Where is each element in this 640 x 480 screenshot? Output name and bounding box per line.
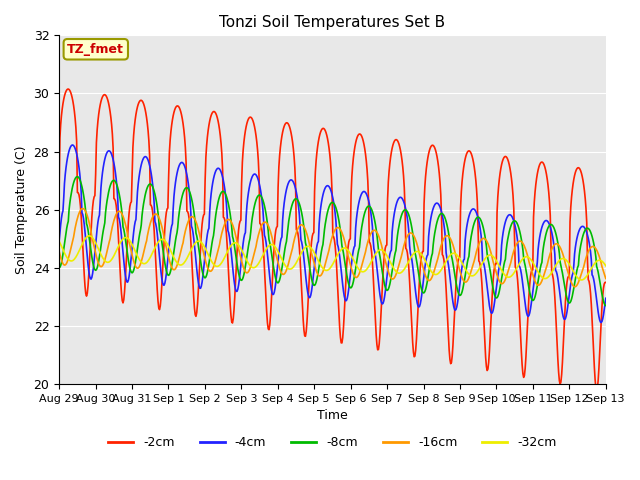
-4cm (122, 276, 130, 282)
-2cm (65, 86, 72, 92)
-32cm (65, 257, 73, 263)
-32cm (55, 238, 63, 244)
-8cm (122, 241, 130, 247)
-2cm (207, 115, 214, 120)
-16cm (122, 224, 130, 230)
-8cm (178, 196, 186, 202)
-32cm (207, 256, 214, 262)
-4cm (400, 198, 408, 204)
-16cm (571, 284, 579, 289)
-8cm (207, 251, 214, 256)
-32cm (400, 267, 408, 273)
-2cm (593, 388, 600, 394)
-2cm (122, 263, 130, 268)
-16cm (415, 252, 423, 257)
-4cm (602, 295, 609, 301)
-4cm (207, 198, 214, 204)
-4cm (597, 320, 605, 325)
Text: TZ_fmet: TZ_fmet (67, 43, 124, 56)
-32cm (602, 263, 609, 269)
-32cm (122, 235, 130, 240)
-4cm (65, 148, 73, 154)
X-axis label: Time: Time (317, 409, 348, 422)
-8cm (602, 303, 609, 309)
Line: -2cm: -2cm (59, 89, 605, 391)
-2cm (400, 173, 408, 179)
-16cm (55, 248, 63, 254)
-2cm (602, 279, 609, 285)
-8cm (415, 276, 423, 282)
-4cm (415, 303, 423, 309)
-32cm (86, 233, 93, 239)
-4cm (69, 142, 77, 148)
-8cm (65, 207, 73, 213)
Legend: -2cm, -4cm, -8cm, -16cm, -32cm: -2cm, -4cm, -8cm, -16cm, -32cm (103, 432, 562, 455)
-16cm (602, 276, 609, 281)
-16cm (178, 245, 186, 251)
Y-axis label: Soil Temperature (C): Soil Temperature (C) (15, 145, 28, 274)
-2cm (66, 87, 74, 93)
-2cm (415, 276, 423, 282)
Line: -32cm: -32cm (59, 236, 605, 280)
-2cm (55, 186, 63, 192)
Title: Tonzi Soil Temperatures Set B: Tonzi Soil Temperatures Set B (220, 15, 445, 30)
-16cm (65, 253, 73, 259)
-4cm (178, 159, 186, 165)
-16cm (207, 268, 214, 274)
-8cm (55, 265, 63, 271)
Line: -4cm: -4cm (59, 145, 605, 323)
Line: -8cm: -8cm (59, 177, 605, 306)
-2cm (178, 112, 186, 118)
-32cm (415, 250, 423, 255)
-8cm (74, 174, 81, 180)
Line: -16cm: -16cm (59, 208, 605, 287)
-8cm (400, 208, 408, 214)
-32cm (178, 262, 186, 268)
-4cm (55, 238, 63, 244)
-32cm (577, 277, 585, 283)
-16cm (79, 205, 86, 211)
-16cm (400, 244, 408, 250)
